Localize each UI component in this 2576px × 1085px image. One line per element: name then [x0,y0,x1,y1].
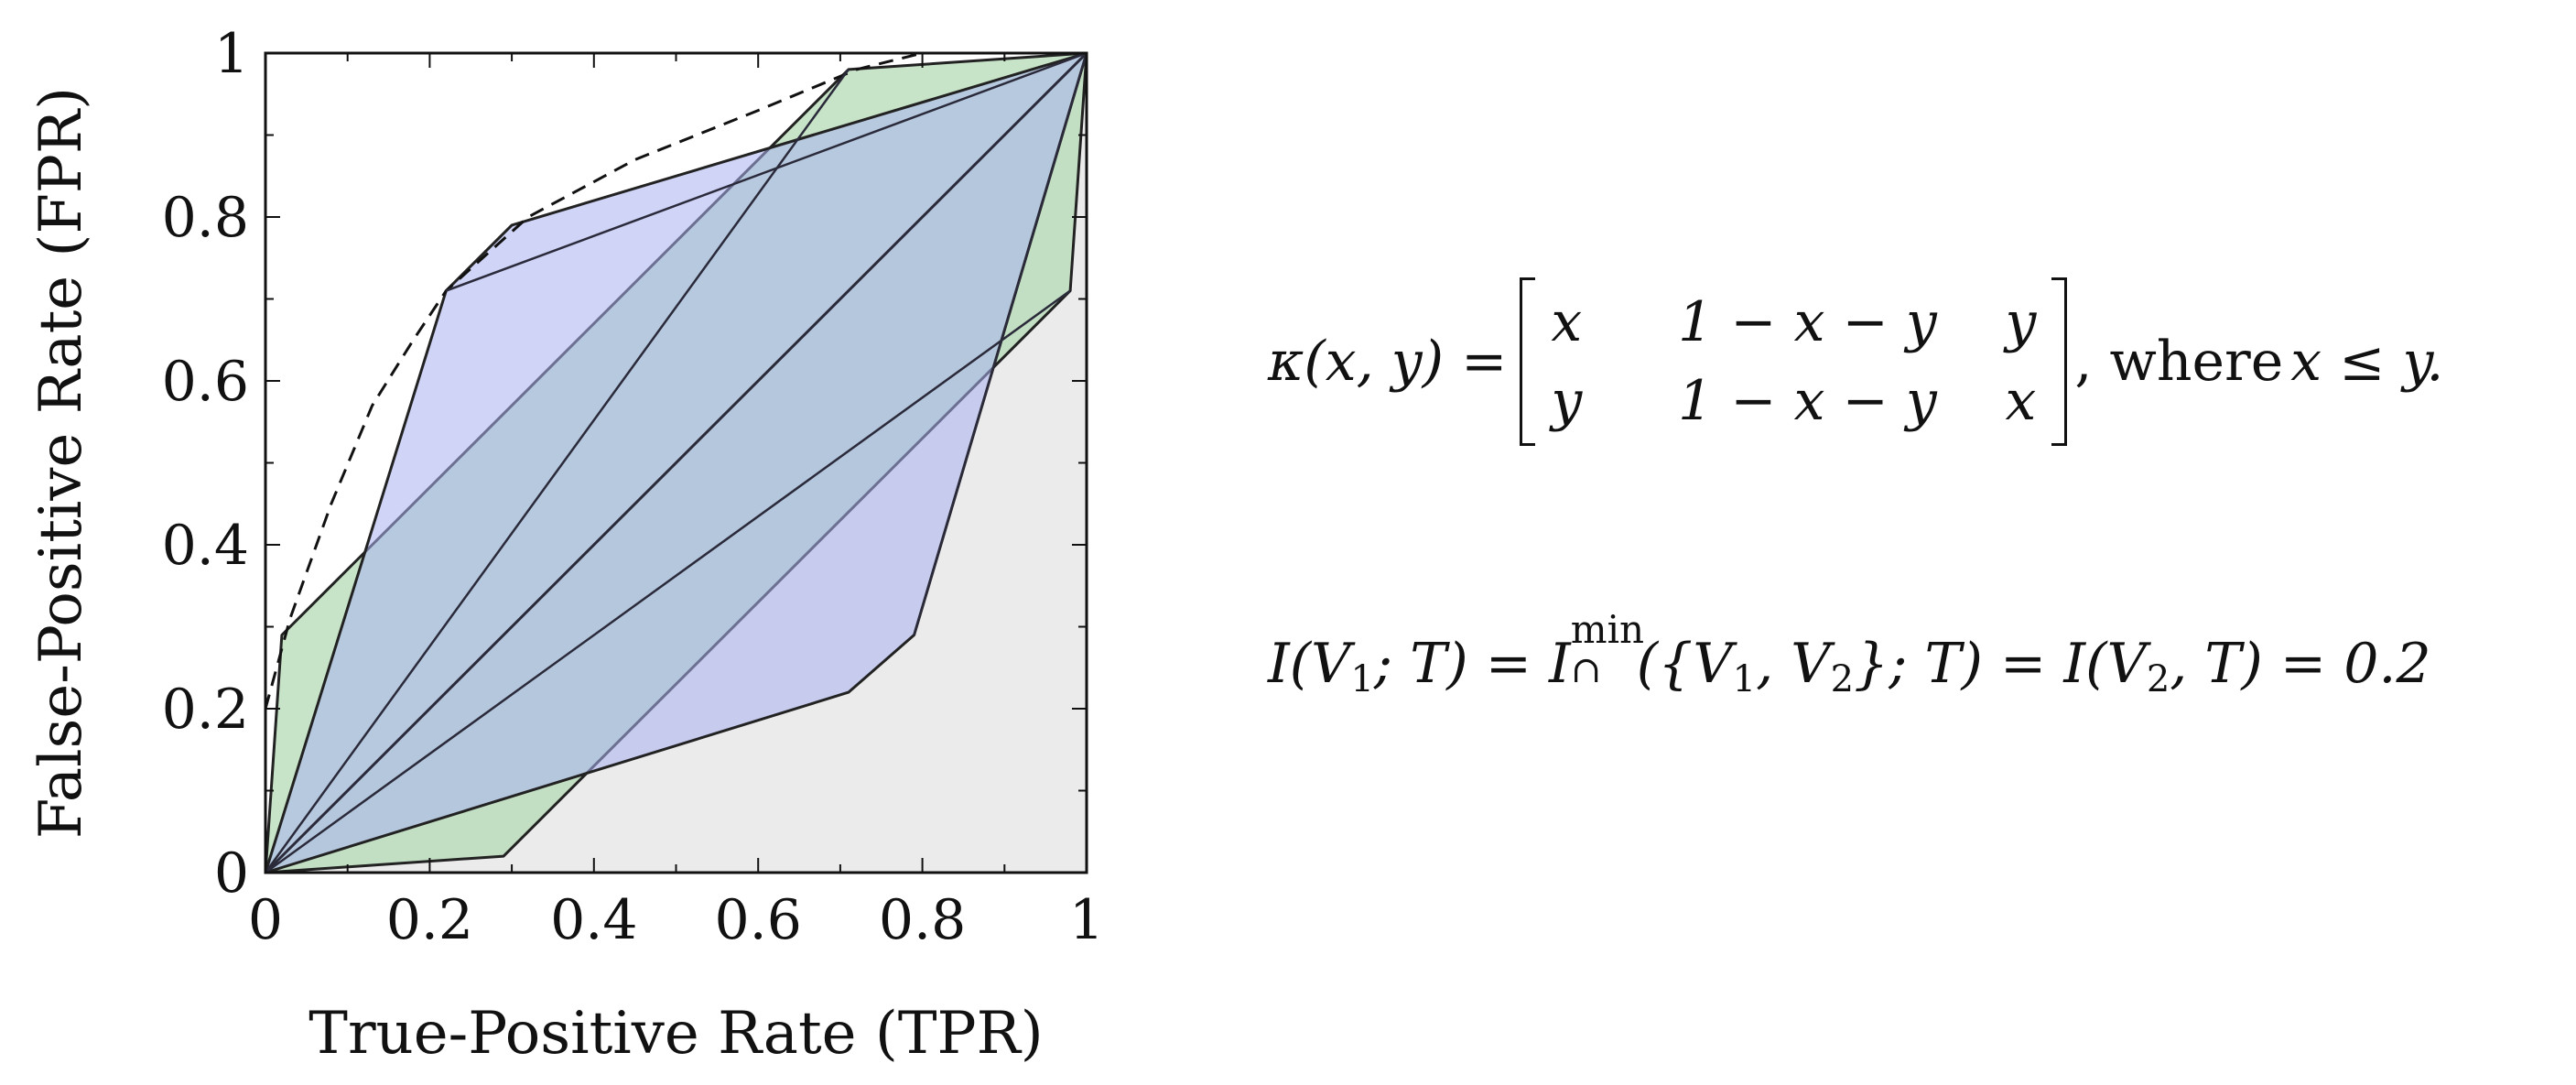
matrix-row: y 1 − x − y x [1551,362,2036,440]
kappa-equation: κ(x, y) = x 1 − x − y y y 1 − x − y x , … [1268,266,2444,458]
eq2-subscript: 1 [1732,658,1757,700]
kappa-lhs: κ(x, y) = [1268,330,1508,394]
eq2-subscript: 2 [2146,658,2170,700]
eq2-part: , T) = 0.2 [2170,632,2431,696]
matrix-cell: 1 − x − y [1678,369,1937,433]
y-tick-label: 0.8 [162,186,249,250]
polygon-inner-edge [264,69,850,873]
roc-chart: 0 0.2 0.4 0.6 0.8 1 0 0.2 0.4 0.6 0.8 1 True-Positi… [27,22,1105,1068]
eq2-subscript: 1 [1350,658,1374,700]
condition-text: x ≤ y. [2290,330,2444,394]
polygon-inner-edge [913,52,1088,635]
x-tick-label: 1 [1069,888,1104,952]
y-tick-label: 0 [214,841,249,906]
x-tick-label: 0.8 [879,888,966,952]
y-tick-label: 1 [214,22,249,86]
x-axis-label: True-Positive Rate (TPR) [308,1000,1044,1068]
cap-subscript: ∩ [1570,649,1602,691]
polygon-inner-edge [445,51,1088,292]
eq2-part: ; T) = I [1373,632,1571,696]
tick-labels: 0 0.2 0.4 0.6 0.8 1 0 0.2 0.4 0.6 0.8 1 [162,22,1105,952]
y-axis-label: False-Positive Rate (FPR) [27,87,95,839]
matrix-cell: y [1551,369,1583,433]
matrix-row: x 1 − x − y y [1551,283,2036,362]
x-tick-label: 0.4 [550,888,637,952]
kappa-matrix: x 1 − x − y y y 1 − x − y x [1520,277,2068,446]
eq2-subscript: 2 [1830,658,1855,700]
x-tick-label: 0.2 [386,888,473,952]
matrix-cell: y [2005,290,2037,354]
y-tick-label: 0.4 [162,514,249,578]
chart-lines [264,51,1088,874]
series-diagonal-line [264,51,1088,874]
y-tick-label: 0.6 [162,350,249,414]
eq2-part: , V [1756,632,1831,696]
series-dashed-curve [264,51,923,710]
eq2-part: I(V [1268,632,1351,696]
min-superscript: min [1570,607,1645,652]
where-text: , where [2074,330,2284,394]
matrix-cell: x [1551,290,1583,354]
x-tick-label: 0 [248,888,283,952]
eq2-part: }; T) = I(V [1854,632,2147,696]
polygon-inner-edge [265,289,1071,874]
x-tick-label: 0.6 [714,888,801,952]
intersection-min-operator: min ∩ [1570,607,1644,691]
matrix-cell: 1 − x − y [1678,290,1937,354]
tick-marks [265,52,1088,873]
matrix-cell: x [2005,369,2037,433]
eq2-part: ({V [1636,632,1733,696]
y-tick-label: 0.2 [162,678,249,742]
